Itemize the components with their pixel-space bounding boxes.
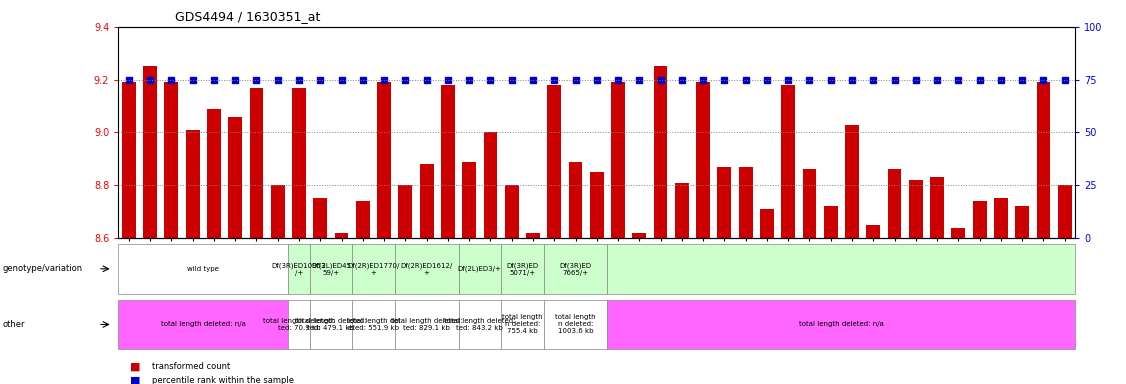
Bar (441, 85, 455, 238)
Bar (250, 88, 263, 238)
Bar (313, 199, 328, 238)
Bar (544, 300, 607, 349)
Text: Df(3R)ED10953
/+: Df(3R)ED10953 /+ (271, 262, 327, 276)
Text: ■: ■ (129, 375, 140, 384)
Bar (1037, 82, 1051, 238)
Text: Df(2L)ED3/+: Df(2L)ED3/+ (458, 266, 502, 272)
Bar (420, 164, 434, 238)
Bar (377, 82, 391, 238)
Text: total length deleted:
ted: 70.9 kb: total length deleted: ted: 70.9 kb (263, 318, 334, 331)
Bar (547, 85, 561, 238)
Bar (909, 180, 922, 238)
Bar (803, 169, 816, 238)
Bar (544, 244, 607, 294)
Text: Df(2L)ED45
59/+: Df(2L)ED45 59/+ (311, 262, 351, 276)
Bar (334, 233, 348, 238)
Bar (607, 244, 1075, 294)
Bar (501, 244, 544, 294)
Bar (352, 244, 395, 294)
Bar (930, 177, 944, 238)
Bar (607, 300, 1075, 349)
Text: Df(2R)ED1612/
+: Df(2R)ED1612/ + (401, 262, 453, 276)
Bar (395, 300, 458, 349)
Bar (526, 233, 539, 238)
Text: Df(3R)ED
7665/+: Df(3R)ED 7665/+ (560, 262, 591, 276)
Text: total length deleted: n/a: total length deleted: n/a (799, 321, 884, 328)
Bar (458, 300, 501, 349)
Bar (143, 66, 157, 238)
Text: total length deleted:
ted: 479.1 kb: total length deleted: ted: 479.1 kb (295, 318, 367, 331)
Bar (292, 88, 306, 238)
Bar (395, 244, 458, 294)
Bar (887, 169, 902, 238)
Text: other: other (2, 320, 25, 329)
Text: total length deleted:
ted: 829.1 kb: total length deleted: ted: 829.1 kb (391, 318, 463, 331)
Bar (118, 244, 288, 294)
Bar (399, 185, 412, 238)
Bar (310, 244, 352, 294)
Bar (717, 167, 731, 238)
Bar (352, 300, 395, 349)
Text: total length
n deleted:
755.4 kb: total length n deleted: 755.4 kb (502, 314, 543, 334)
Text: total length deleted: n/a: total length deleted: n/a (161, 321, 245, 328)
Bar (288, 300, 310, 349)
Text: percentile rank within the sample: percentile rank within the sample (152, 376, 294, 384)
Bar (122, 82, 136, 238)
Bar (483, 132, 498, 238)
Bar (951, 227, 965, 238)
Bar (1057, 185, 1072, 238)
Bar (1016, 206, 1029, 238)
Text: total length del
eted: 551.9 kb: total length del eted: 551.9 kb (347, 318, 400, 331)
Bar (994, 199, 1008, 238)
Bar (781, 85, 795, 238)
Bar (504, 185, 519, 238)
Bar (310, 300, 352, 349)
Text: Df(3R)ED
5071/+: Df(3R)ED 5071/+ (507, 262, 538, 276)
Bar (186, 130, 199, 238)
Bar (229, 117, 242, 238)
Bar (866, 225, 881, 238)
Bar (760, 209, 774, 238)
Text: ■: ■ (129, 362, 140, 372)
Bar (463, 162, 476, 238)
Bar (846, 124, 859, 238)
Text: GDS4494 / 1630351_at: GDS4494 / 1630351_at (175, 10, 320, 23)
Bar (973, 201, 986, 238)
Text: Df(2R)ED1770/
+: Df(2R)ED1770/ + (347, 262, 400, 276)
Bar (501, 300, 544, 349)
Bar (739, 167, 752, 238)
Bar (633, 233, 646, 238)
Bar (569, 162, 582, 238)
Bar (288, 244, 310, 294)
Text: wild type: wild type (187, 266, 220, 272)
Text: total length
n deleted:
1003.6 kb: total length n deleted: 1003.6 kb (555, 314, 596, 334)
Bar (271, 185, 285, 238)
Bar (356, 201, 369, 238)
Bar (824, 206, 838, 238)
Bar (590, 172, 604, 238)
Text: genotype/variation: genotype/variation (2, 264, 82, 273)
Bar (458, 244, 501, 294)
Bar (696, 82, 711, 238)
Bar (164, 82, 178, 238)
Bar (611, 82, 625, 238)
Bar (118, 300, 288, 349)
Text: total length deleted:
ted: 843.2 kb: total length deleted: ted: 843.2 kb (444, 318, 516, 331)
Bar (654, 66, 668, 238)
Text: transformed count: transformed count (152, 362, 230, 371)
Bar (674, 183, 689, 238)
Bar (207, 109, 221, 238)
